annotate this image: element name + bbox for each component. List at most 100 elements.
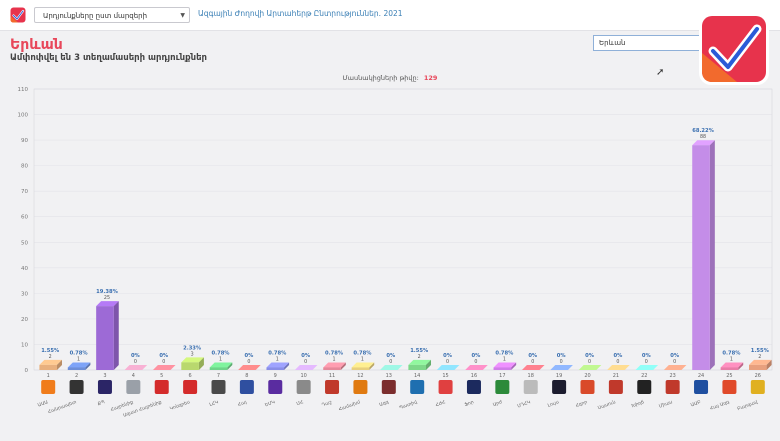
bar-4 [124, 365, 148, 370]
bar-front-face [209, 367, 228, 370]
bar-side-face [85, 362, 91, 370]
bar-21 [607, 365, 630, 370]
bar-percent-label: 0% [557, 353, 567, 359]
bar-side-face [56, 359, 62, 370]
chart-title-value: 129 [424, 74, 438, 82]
bar-count-label: 0 [560, 359, 563, 365]
y-tick-label: 50 [21, 240, 28, 246]
bar-top-face [521, 365, 545, 370]
bar-top-face [465, 365, 488, 370]
bar-7 [209, 362, 233, 370]
bar-15 [436, 365, 460, 370]
bar-side-face [284, 362, 290, 370]
x-tick-number: 8 [245, 373, 248, 379]
bar-top-face [238, 365, 261, 370]
bar-top-face [124, 365, 148, 370]
plot-border [33, 88, 773, 371]
bar-percent-label: 0.78% [70, 350, 89, 356]
x-tick-number: 2 [75, 373, 78, 379]
party-name-label: Պատիվ [398, 399, 417, 411]
bar-percent-label: 0% [472, 353, 482, 359]
party-name-label: ՄՀ [296, 399, 305, 407]
bar-count-label: 0 [588, 359, 591, 365]
bar-count-label: 3 [191, 351, 194, 357]
bar-count-label: 1 [333, 356, 336, 362]
bar-count-label: 0 [446, 359, 449, 365]
bar-percent-label: 0.78% [268, 350, 287, 356]
bar-percent-label: 0% [613, 353, 623, 359]
x-tick-number: 3 [103, 373, 106, 379]
party-name-label: Սասուն [597, 399, 617, 411]
bar-count-label: 2 [418, 354, 421, 360]
bar-percent-label: 19.38% [96, 289, 118, 295]
bar-percent-label: 1.55% [41, 348, 60, 354]
chevron-down-icon: ▼ [180, 12, 185, 19]
x-tick-number: 16 [471, 373, 477, 379]
party-name-label: ՀԺՀ [435, 399, 446, 408]
bar-side-face [425, 359, 431, 370]
x-tick-number: 18 [528, 373, 534, 379]
region-subtitle: Ամփոփվել են 3 տեղամասերի արդյունքներ [10, 53, 207, 63]
bar-side-face [709, 140, 715, 370]
party-name-label: Հանրապետ [47, 399, 78, 415]
bar-front-face [39, 364, 57, 370]
party-name-label: Խիղճ [631, 399, 645, 409]
bar-14 [408, 359, 431, 370]
party-name-label: Հայ [237, 399, 248, 408]
y-tick-label: 100 [18, 113, 29, 119]
x-tick-number: 13 [386, 373, 392, 379]
party-logo-icon [665, 380, 680, 394]
region-selector[interactable]: Արդյունքները ըստ մարզերի ▼ [34, 7, 190, 23]
y-tick-label: 110 [18, 87, 29, 93]
region-title: Երևան [10, 37, 63, 53]
x-tick-number: 19 [556, 373, 562, 379]
party-name-label: Ֆոր [464, 399, 475, 408]
x-tick-number: 25 [726, 373, 732, 379]
party-logo-icon [637, 380, 652, 394]
site-title: Ազգային Ժողովի Արտահերթ Ընտրություններ. … [198, 9, 403, 18]
bar-side-face [113, 301, 119, 370]
x-tick-number: 9 [274, 373, 277, 379]
bar-6 [181, 357, 204, 370]
bar-count-label: 0 [531, 359, 534, 365]
bar-19 [550, 365, 573, 370]
bar-top-face [266, 362, 290, 368]
bar-percent-label: 68.22% [692, 128, 714, 134]
bar-3 [96, 301, 119, 370]
party-logo-icon [154, 380, 169, 394]
party-name-label: ՔՊ [97, 399, 106, 407]
bar-front-face [266, 367, 285, 370]
chart-bars [39, 140, 772, 370]
bar-16 [465, 365, 488, 370]
party-name-label: Միաս [658, 399, 673, 409]
bar-front-face [67, 367, 86, 370]
search-input[interactable] [593, 35, 701, 51]
bar-side-face [340, 362, 346, 370]
bar-percent-label: 0% [585, 353, 595, 359]
bar-front-face [181, 362, 199, 370]
bar-percent-label: 0% [670, 353, 680, 359]
bar-side-face [511, 362, 517, 370]
party-logo-icon [495, 380, 510, 394]
bar-percent-label: 0% [301, 353, 311, 359]
party-name-label: Կոնգրես [169, 399, 191, 412]
bar-22 [635, 365, 659, 370]
y-tick-label: 80 [21, 164, 28, 170]
x-tick-number: 5 [160, 373, 163, 379]
checkmark-logo-icon[interactable] [10, 7, 26, 23]
bar-count-label: 1 [503, 356, 506, 362]
party-logo-icon [438, 380, 453, 394]
region-selector-value: Արդյունքները ըստ մարզերի [43, 12, 148, 20]
party-logo-icon [325, 380, 340, 394]
bar-24 [692, 140, 715, 370]
bar-percent-label: 0.78% [212, 350, 231, 356]
y-tick-label: 90 [21, 138, 28, 144]
x-tick-number: 6 [189, 373, 192, 379]
bar-23 [663, 365, 687, 370]
bar-top-face [607, 365, 630, 370]
bar-side-face [369, 362, 375, 370]
bar-front-face [749, 364, 767, 370]
bar-count-label: 0 [673, 359, 676, 365]
party-logo-icon [410, 380, 425, 394]
